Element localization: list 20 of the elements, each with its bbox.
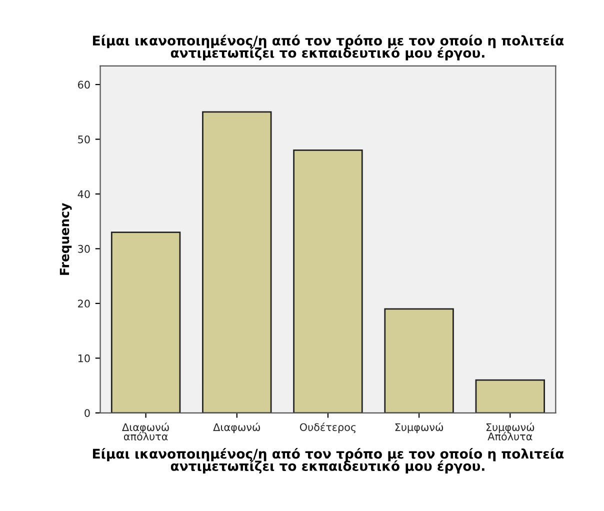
y-tick-label: 0	[84, 409, 90, 417]
bar	[293, 150, 363, 413]
chart-title: Είμαι ικανοποιημένος/η από τον τρόπο με τον οποίο η πολιτεία αντιμετωπίζει το εκπαιδευτικό μου έργου.	[93, 34, 564, 60]
x-tick-label: Συμφωνώ Απόλυτα	[486, 422, 534, 440]
y-tick-label: 20	[78, 300, 90, 308]
y-tick-label: 50	[78, 135, 90, 144]
y-tick-label: 10	[78, 354, 90, 362]
x-tick-label: Διαφωνώ απόλυτα	[122, 422, 169, 440]
x-tick-label: Διαφωνώ	[213, 422, 260, 434]
x-tick-label: Συμφωνώ	[395, 422, 444, 434]
bar	[475, 379, 545, 413]
x-axis-title: Είμαι ικανοποιημένος/η από τον τρόπο με τον οποίο η πολιτεία αντιμετωπίζει το εκπαιδευτικό μου έργου.	[93, 448, 564, 474]
bar	[110, 232, 181, 413]
y-tick-label: 30	[78, 244, 90, 253]
bar	[384, 308, 454, 413]
x-tick-label: Ουδέτερος	[300, 422, 356, 434]
bar	[202, 111, 272, 413]
y-tick-label: 60	[78, 80, 90, 89]
y-tick-label: 40	[78, 190, 90, 198]
y-axis-title: Frequency	[60, 203, 72, 275]
